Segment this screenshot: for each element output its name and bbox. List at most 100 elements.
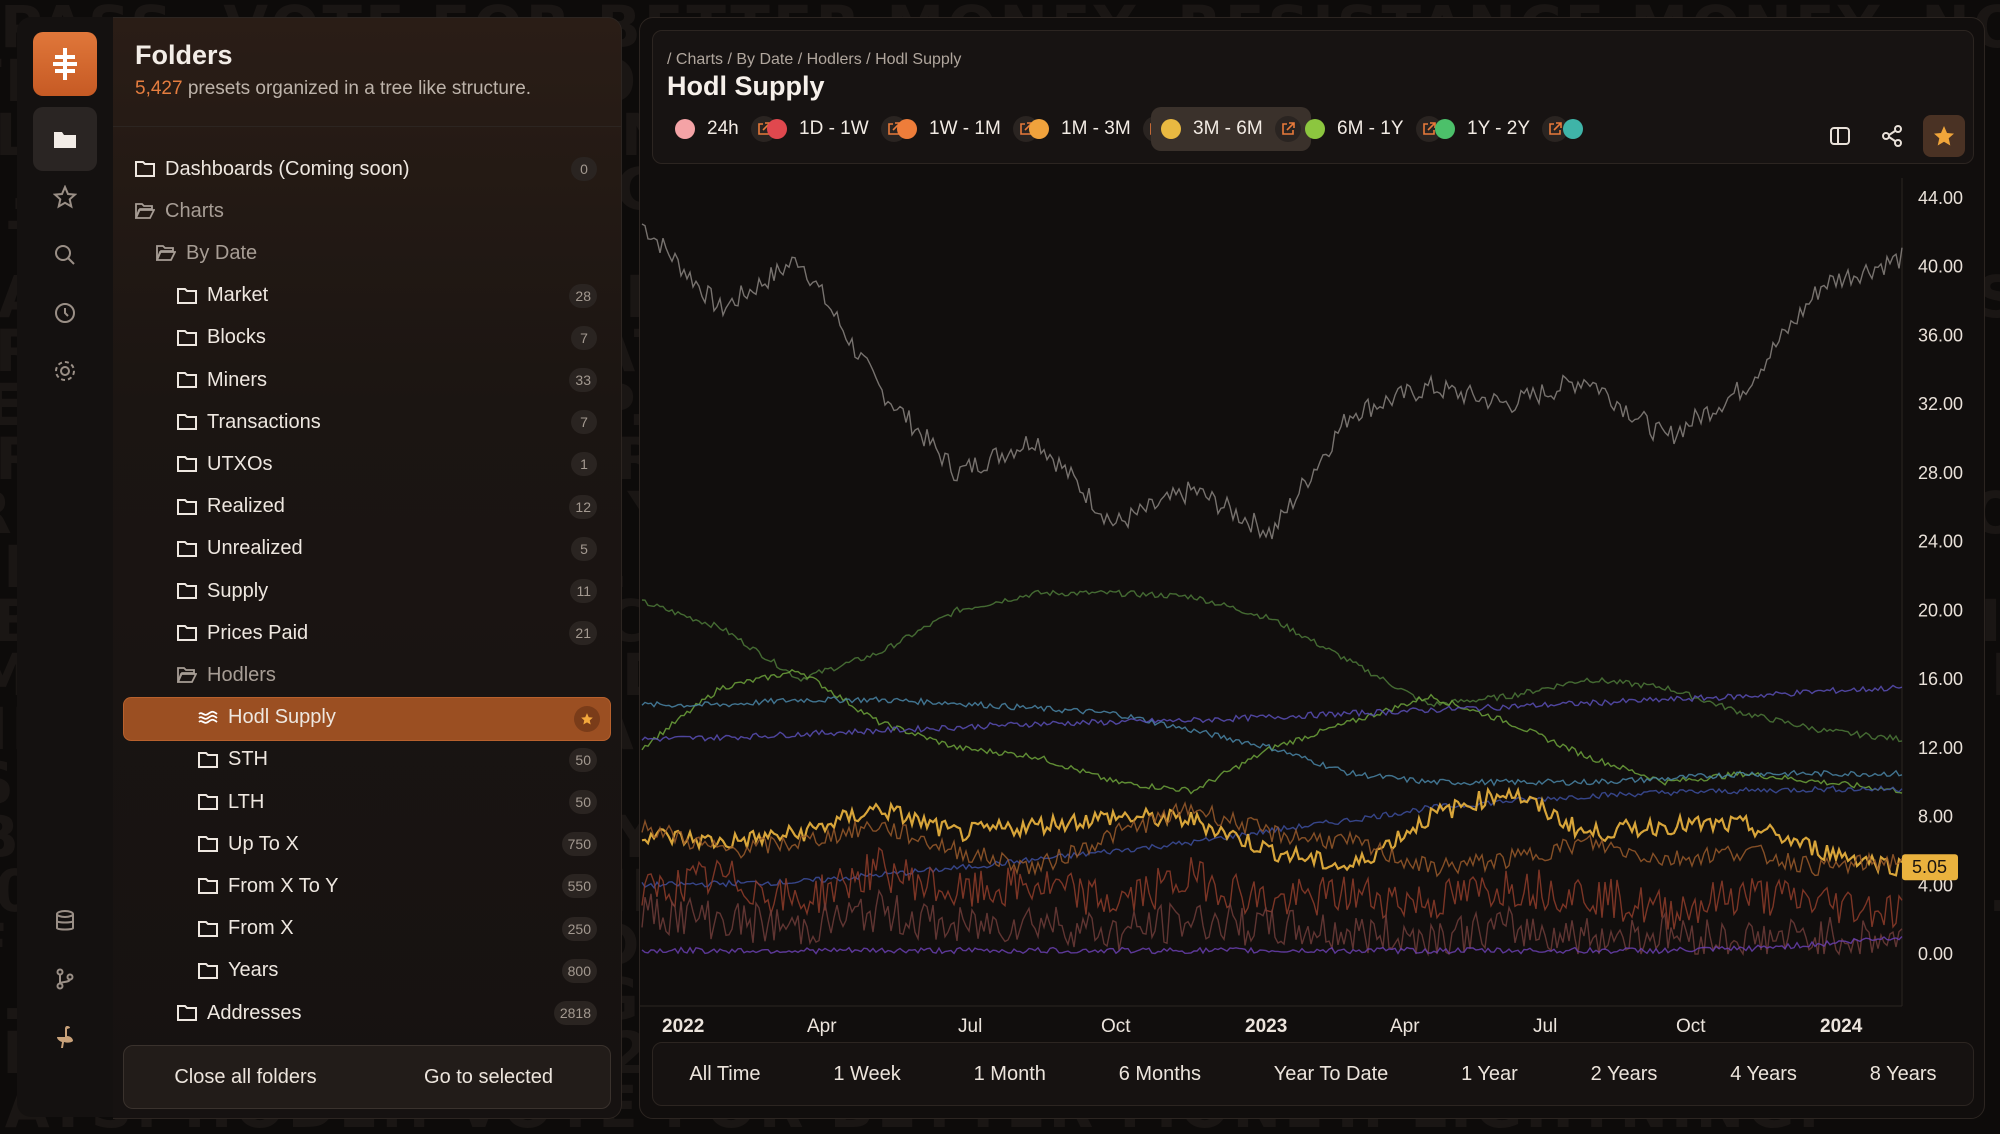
- last-value-badge: [1902, 854, 1958, 881]
- legend-series-chip[interactable]: 3M - 6M: [1151, 107, 1311, 151]
- tree-item[interactable]: Hodlers: [177, 656, 276, 694]
- wave-icon: [198, 708, 222, 728]
- git-branch-icon[interactable]: [33, 947, 97, 1011]
- folders-title: Folders: [135, 40, 233, 70]
- tree-item-count: 21: [569, 621, 597, 646]
- tree-item[interactable]: Unrealized: [177, 530, 303, 568]
- chart-area[interactable]: 44.00 40.00 36.00 32.00 28.00 24.00 20.00 16.00…: [640, 168, 1984, 1048]
- divider: [113, 126, 621, 127]
- series-color-dot: [1435, 119, 1455, 139]
- series-line[interactable]: [641, 888, 1903, 957]
- x-tick-label: 2023: [1245, 1016, 1287, 1037]
- folder-icon: [198, 919, 222, 939]
- tree-item[interactable]: Up To X: [198, 825, 299, 863]
- legend-label: 24h: [707, 118, 739, 139]
- go-to-selected-button[interactable]: Go to selected: [424, 1065, 553, 1088]
- x-tick-label: 2022: [662, 1016, 704, 1037]
- tree-item-label: Realized: [207, 495, 285, 518]
- tree-item-label: LTH: [228, 790, 265, 813]
- close-all-folders-button[interactable]: Close all folders: [174, 1065, 317, 1088]
- tree-item-label: From X: [228, 917, 294, 940]
- folder-icon: [198, 876, 222, 896]
- time-range-button[interactable]: 6 Months: [1118, 1062, 1201, 1085]
- gear-icon[interactable]: [33, 339, 97, 403]
- time-range-button[interactable]: 1 Month: [973, 1062, 1046, 1085]
- tree-item[interactable]: From X To Y: [198, 867, 338, 905]
- tree-item[interactable]: Blocks: [177, 319, 266, 357]
- series-line[interactable]: [641, 695, 1903, 787]
- tree-item[interactable]: Hodl Supply: [198, 699, 336, 737]
- y-tick-label: 0.00: [1918, 944, 1953, 964]
- tree-item[interactable]: Years: [198, 952, 278, 990]
- tree-item[interactable]: LTH: [198, 783, 264, 821]
- tree-item-count: 750: [561, 832, 597, 857]
- folder-icon: [177, 370, 201, 390]
- time-range-button[interactable]: 4 Years: [1730, 1062, 1797, 1085]
- tree-item-count: 12: [569, 494, 597, 519]
- tree-item[interactable]: From X: [198, 910, 294, 948]
- breadcrumb[interactable]: / Charts / By Date / Hodlers / Hodl Supp…: [667, 51, 962, 68]
- tree-item-count: 7: [571, 410, 597, 435]
- time-range-button[interactable]: All Time: [689, 1062, 761, 1085]
- legend-series-chip[interactable]: [1553, 107, 1605, 151]
- tree-item[interactable]: UTXOs: [177, 445, 273, 483]
- folder-icon: [198, 961, 222, 981]
- folder-icon: [177, 454, 201, 474]
- legend-label: 3M - 6M: [1193, 118, 1263, 139]
- tree-item[interactable]: By Date: [156, 234, 257, 272]
- share-icon[interactable]: [1871, 115, 1913, 157]
- search-icon[interactable]: [33, 223, 97, 287]
- selected-tree-row[interactable]: [123, 696, 611, 741]
- chart-toolbar: [1819, 115, 1965, 157]
- folder-icon: [177, 623, 201, 643]
- ostrich-icon[interactable]: [33, 1005, 97, 1069]
- tree-item[interactable]: Market: [177, 277, 268, 315]
- tree-item[interactable]: Realized: [177, 488, 285, 526]
- tree-item[interactable]: Miners: [177, 361, 267, 399]
- folder-icon: [177, 539, 201, 559]
- tree-item[interactable]: Dashboards (Coming soon): [135, 150, 410, 188]
- tree-item[interactable]: Addresses: [177, 994, 302, 1032]
- tree-item[interactable]: Charts: [135, 192, 224, 230]
- folder-open-icon[interactable]: [33, 107, 97, 171]
- series-line[interactable]: [641, 223, 1903, 540]
- series-line[interactable]: [641, 684, 1903, 743]
- y-tick-label: 44.00: [1918, 188, 1963, 208]
- chart-panel: / Charts / By Date / Hodlers / Hodl Supp…: [639, 17, 1985, 1119]
- favorite-star-icon[interactable]: [1923, 115, 1965, 157]
- series-line[interactable]: [641, 785, 1903, 889]
- tree-item-label: Prices Paid: [207, 621, 309, 644]
- tree-item[interactable]: STH: [198, 741, 268, 779]
- hodl-supply-chart[interactable]: 44.00 40.00 36.00 32.00 28.00 24.00 20.00 16.00…: [640, 168, 1984, 1048]
- tree-item[interactable]: Prices Paid: [177, 614, 308, 652]
- tree-item-count: 33: [569, 368, 597, 392]
- preset-count: 5,427: [135, 78, 183, 99]
- sidebar-toggle-icon[interactable]: [1819, 115, 1861, 157]
- external-link-icon[interactable]: [1274, 116, 1301, 142]
- series-line[interactable]: [641, 786, 1903, 877]
- folder-icon: [177, 328, 201, 348]
- series-line[interactable]: [641, 668, 1903, 795]
- history-icon[interactable]: [33, 281, 97, 345]
- bitcoin-logo-icon[interactable]: [33, 32, 97, 96]
- series-line[interactable]: [641, 589, 1903, 743]
- tree-item[interactable]: Transactions: [177, 403, 321, 441]
- tree-item-count: 550: [561, 874, 597, 899]
- time-range-button[interactable]: 1 Year: [1461, 1062, 1518, 1085]
- series-line[interactable]: [641, 801, 1903, 878]
- folder-icon: [177, 1003, 201, 1023]
- tree-item-label: From X To Y: [228, 874, 339, 897]
- time-range-button[interactable]: Year To Date: [1273, 1062, 1389, 1085]
- star-icon[interactable]: [33, 165, 97, 229]
- series-line[interactable]: [641, 936, 1903, 955]
- time-range-button[interactable]: 8 Years: [1869, 1062, 1937, 1085]
- time-range-button[interactable]: 1 Week: [833, 1062, 901, 1085]
- time-range-button[interactable]: 2 Years: [1590, 1062, 1658, 1085]
- icon-rail: [17, 17, 114, 1117]
- legend-series-chip[interactable]: 1W - 1M: [887, 107, 1049, 151]
- tree-item-label: Hodl Supply: [228, 706, 336, 729]
- folder-icon: [198, 834, 222, 854]
- star-icon[interactable]: [574, 705, 600, 732]
- tree-item[interactable]: Supply: [177, 572, 268, 610]
- database-icon[interactable]: [33, 889, 97, 953]
